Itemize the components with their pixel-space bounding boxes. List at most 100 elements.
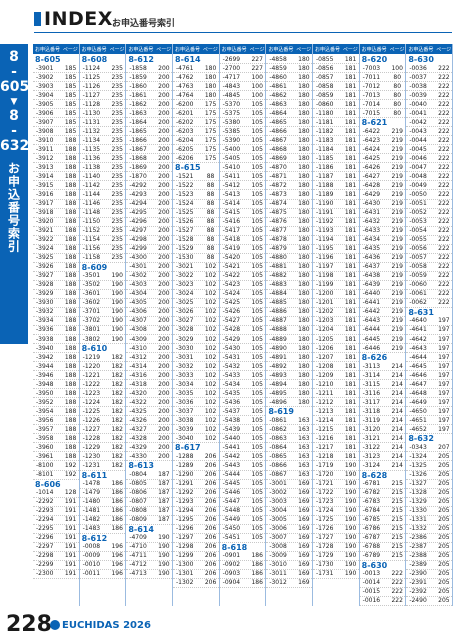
index-row: -0804 187: [126, 471, 172, 480]
page-ref: 191: [64, 498, 77, 506]
subtitle: お申込番号索引: [112, 19, 176, 29]
page-ref: 205: [438, 525, 450, 533]
index-row: -0855 181: [313, 55, 359, 65]
order-number: -3936: [36, 326, 54, 334]
order-number: -6434: [362, 236, 381, 244]
order-number: -1521: [176, 172, 194, 180]
index-row: -3004 169: [266, 507, 312, 516]
order-number: -1865: [129, 127, 147, 135]
index-row: -6435 219: [359, 245, 406, 254]
index-row: -5425 105: [219, 299, 266, 308]
page-ref: 180: [298, 290, 310, 298]
index-row: -3032 102: [173, 362, 219, 372]
order-number: -3930: [36, 299, 54, 307]
page-ref: 181: [344, 299, 357, 307]
index-row: -5418 105: [219, 236, 266, 245]
order-number: -1222: [82, 380, 101, 388]
page-ref: 188: [64, 136, 77, 144]
index-row: -4887 180: [266, 317, 312, 326]
order-number: -1130: [82, 109, 101, 117]
index-row: -0861 163: [266, 416, 312, 426]
order-number: -5429: [222, 335, 241, 343]
order-number: -4888: [269, 326, 287, 334]
page-ref: 100: [251, 82, 263, 90]
order-number: -6204: [176, 136, 194, 144]
page-ref: 181: [344, 100, 357, 108]
page-ref: 190: [158, 552, 170, 560]
order-number: -6443: [362, 317, 381, 325]
order-number: -3801: [82, 326, 101, 334]
order-number: -4884: [269, 290, 287, 298]
order-number: -3913: [36, 163, 54, 171]
index-row: -6427 219: [359, 172, 406, 182]
page-ref: 180: [298, 200, 310, 208]
index-row: -0015 222: [359, 588, 406, 597]
index-row: -5433 105: [219, 371, 266, 381]
index-row: -1148 235: [79, 209, 126, 218]
page-ref: 205: [438, 461, 450, 469]
index-row: -1868 200: [126, 154, 172, 164]
page-ref: 205: [438, 507, 450, 515]
order-number: -5434: [222, 380, 241, 388]
index-row: -1130 235: [79, 109, 126, 119]
index-row: -4882 180: [266, 272, 312, 281]
page-ref: 200: [158, 335, 170, 343]
index-row: -1125 235: [79, 73, 126, 83]
order-number: -1197: [316, 263, 334, 271]
order-number: -3115: [362, 380, 381, 388]
page-ref: 181: [344, 236, 357, 244]
page-ref: 105: [251, 353, 263, 361]
page-ref: 200: [158, 64, 170, 72]
order-number: -5445: [222, 480, 241, 488]
order-number: -0051: [409, 200, 427, 208]
index-row: -0858 181: [313, 82, 359, 92]
column-header: お申込番号 ページ: [219, 44, 266, 54]
index-row: -3033 102: [173, 371, 219, 381]
order-number: -1867: [129, 145, 147, 153]
order-number: -1185: [316, 154, 334, 162]
page-ref: 200: [158, 290, 170, 298]
index-row: -4869 180: [266, 154, 312, 164]
page-ref: 200: [158, 191, 170, 198]
page-ref: 175: [204, 127, 217, 135]
order-number: -4322: [129, 398, 147, 406]
index-row: -3901 185: [33, 64, 79, 74]
index-row: -0903 186: [219, 570, 266, 579]
index-row: -4881 180: [266, 263, 312, 272]
page-ref: 186: [111, 516, 123, 524]
page-ref: 180: [298, 73, 310, 81]
index-row: -1211 181: [313, 389, 359, 399]
index-row: -1294 206: [173, 507, 219, 516]
column: お申込番号 ページ 8-630 -0036 222 -0037 222 -0038 222 -00…: [406, 44, 453, 606]
page-ref: 188: [64, 452, 77, 460]
index-row: -1183 181: [313, 136, 359, 146]
header-number: お申込番号: [408, 46, 434, 53]
header-number: お申込番号: [81, 46, 107, 53]
page-ref: 222: [438, 127, 450, 135]
order-number: -3021: [176, 263, 194, 271]
index-row: -3960 188: [33, 443, 79, 453]
page-ref: 105: [251, 507, 263, 515]
index-row: -1131 235: [79, 118, 126, 128]
order-number: -4302: [129, 272, 147, 280]
order-number: -0050: [409, 191, 427, 198]
page-ref: 180: [298, 299, 310, 307]
page-ref: 197: [438, 407, 450, 415]
order-number: -5420: [222, 254, 241, 262]
section-code: 8-614: [175, 55, 201, 65]
order-number: -3918: [36, 209, 54, 217]
order-number: -4864: [269, 109, 287, 117]
order-number: -1150: [82, 218, 101, 226]
order-number: -0809: [129, 516, 147, 524]
page-ref: 169: [298, 507, 310, 515]
order-number: -5400: [222, 145, 241, 153]
index-row: -4717 100: [219, 73, 266, 83]
index-row: -5375 105: [219, 109, 266, 119]
index-row: -4864 180: [266, 109, 312, 119]
index-row: -0862 163: [266, 425, 312, 435]
order-number: -3022: [176, 272, 194, 280]
index-row: -3957 188: [33, 425, 79, 435]
index-row: -4302 200: [126, 272, 172, 281]
order-number: -6789: [362, 552, 381, 560]
index-row: -1231 182: [79, 461, 126, 471]
